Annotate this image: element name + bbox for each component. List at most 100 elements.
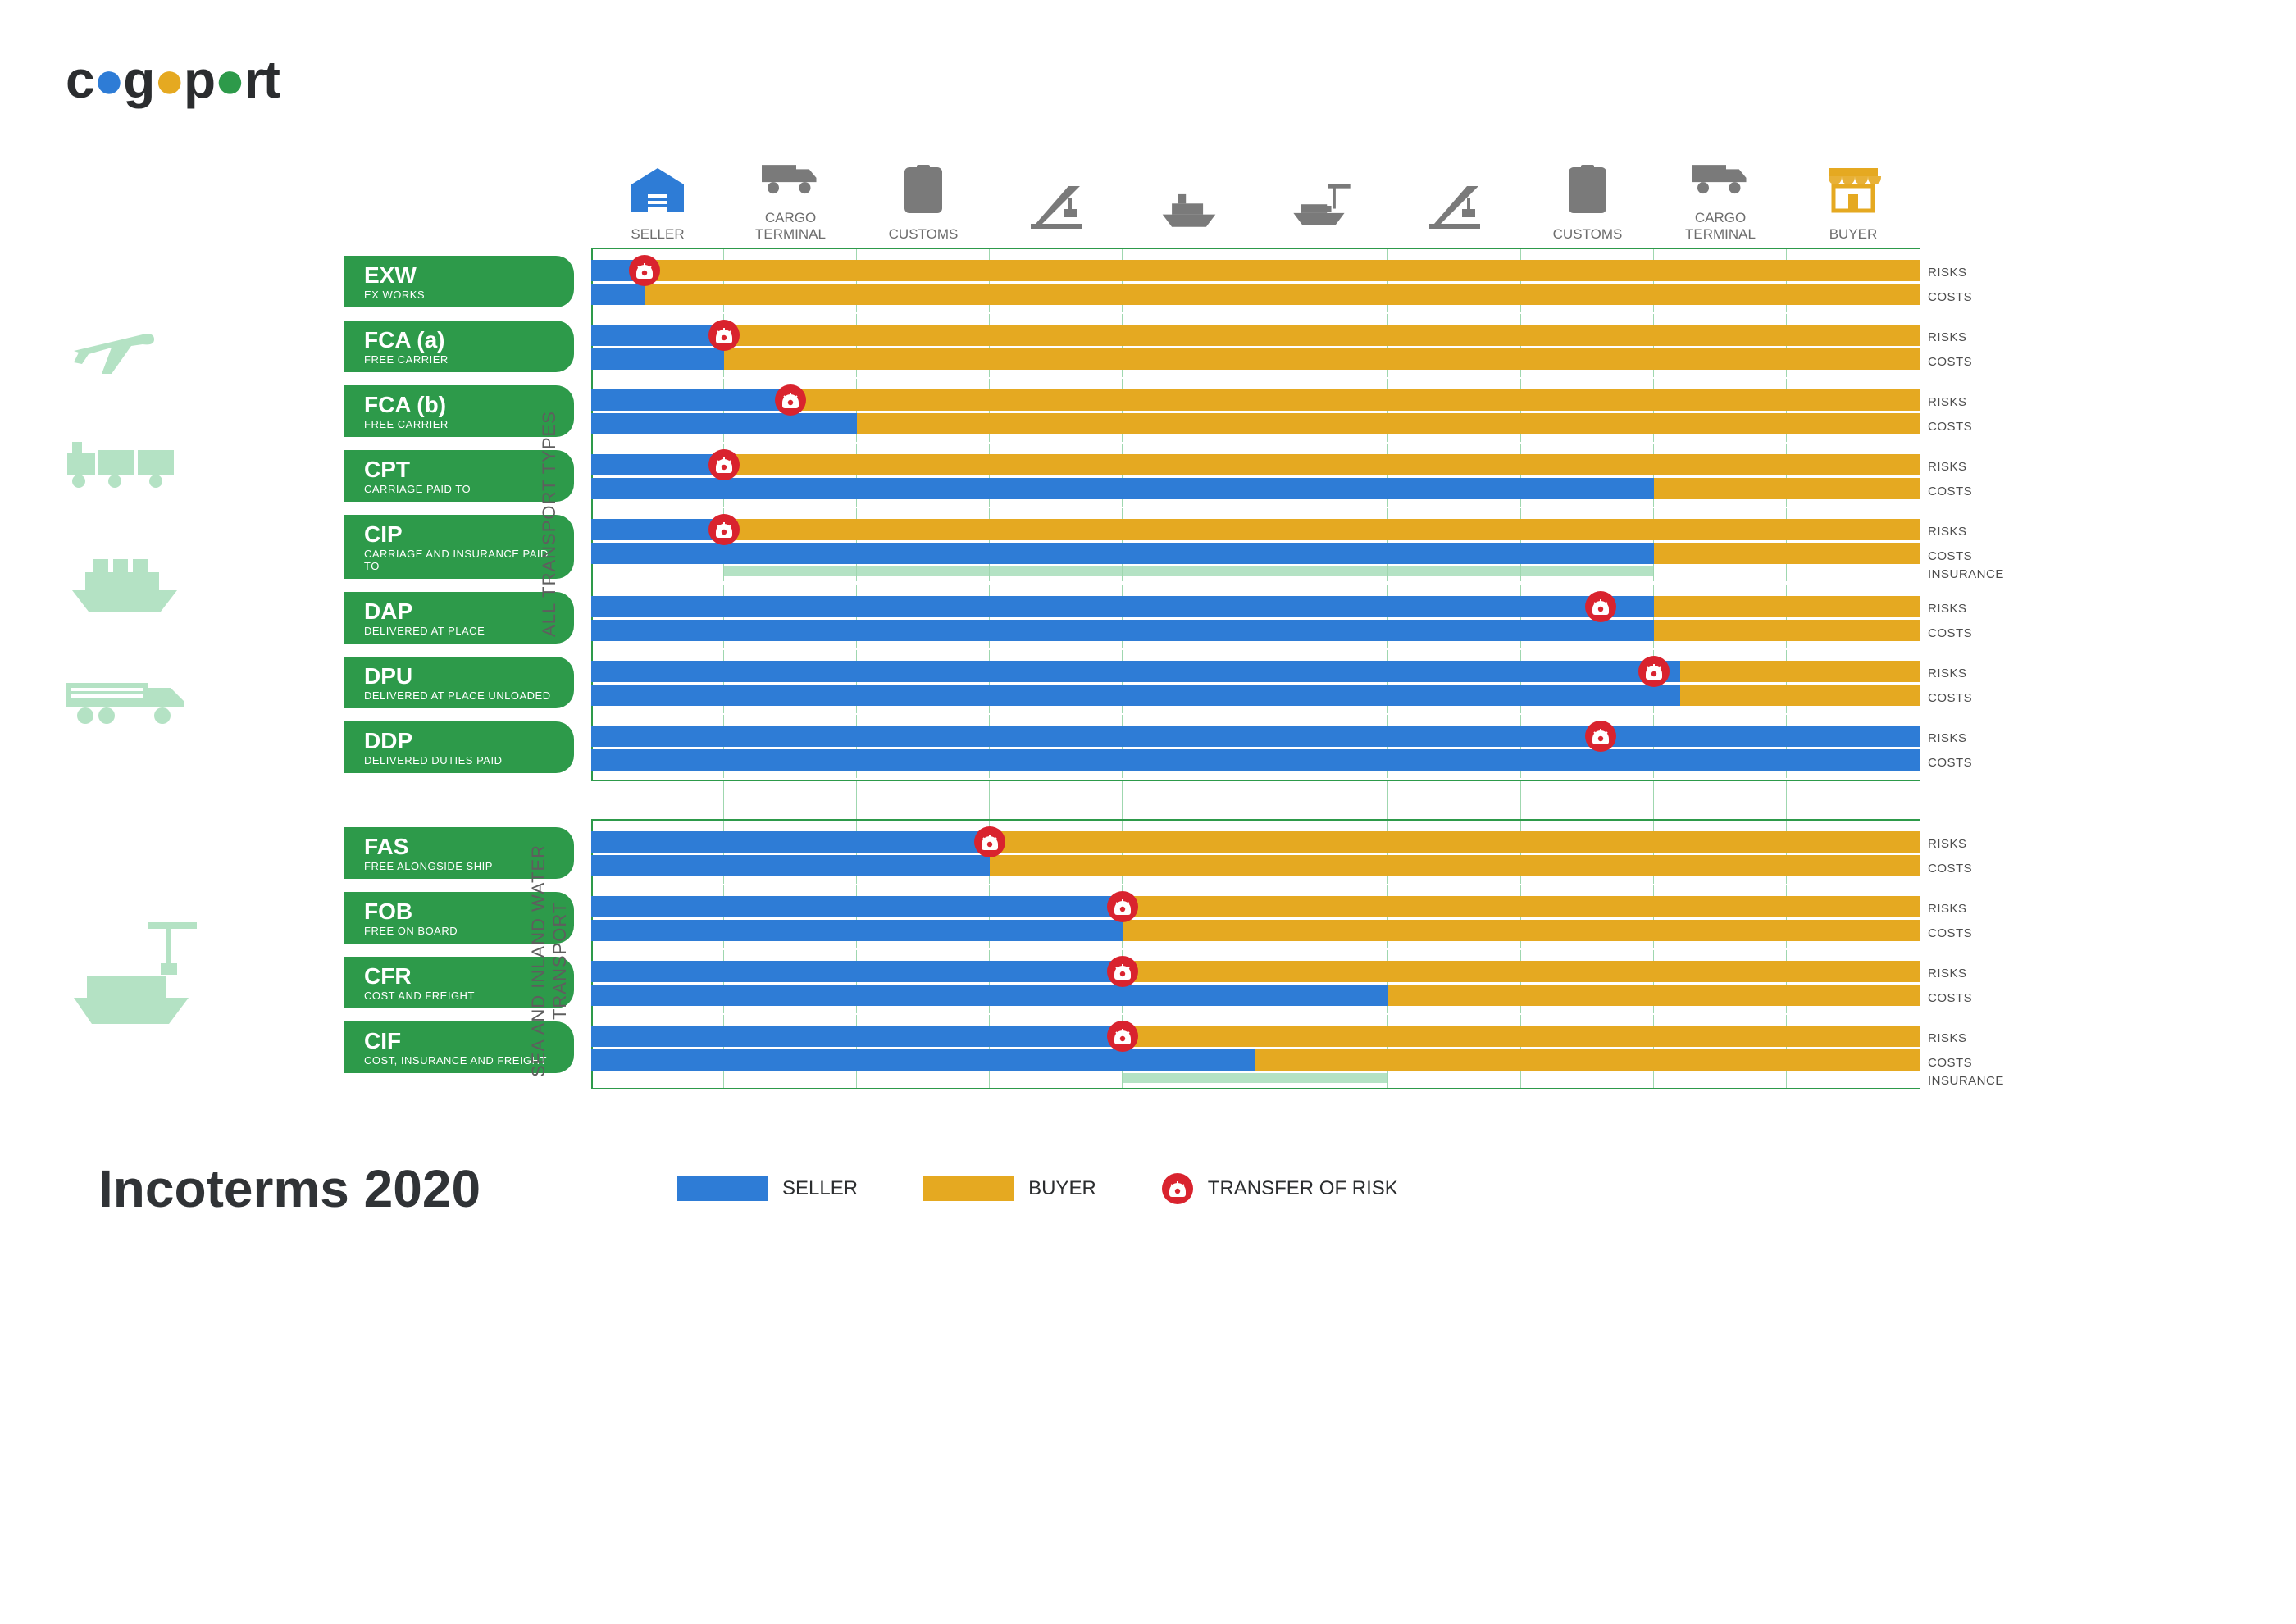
row-labels: RISKS COSTS xyxy=(1920,444,2051,504)
risk-transfer-icon xyxy=(1585,721,1616,752)
bars-cell xyxy=(591,950,1920,1013)
stage-label: CUSTOMS xyxy=(1553,226,1623,243)
row-label-risks: RISKS xyxy=(1928,390,2051,415)
row-label-costs: COSTS xyxy=(1928,480,2051,504)
term-row-CFR: CFR COST AND FREIGHT RISKS COSTS xyxy=(66,950,2230,1015)
row-labels: RISKS COSTS xyxy=(1920,585,2051,646)
term-row-FCA (b): FCA (b) FREE CARRIER RISKS COSTS xyxy=(66,379,2230,444)
risks-bar xyxy=(591,325,1920,346)
costs-bar xyxy=(591,348,1920,370)
row-label-risks: RISKS xyxy=(1928,261,2051,285)
row-label-costs: COSTS xyxy=(1928,921,2051,946)
row-label-insurance: INSURANCE xyxy=(1928,1076,2051,1087)
stage-ship-depart xyxy=(1123,118,1255,248)
costs-bar xyxy=(591,413,1920,434)
row-label-costs: COSTS xyxy=(1928,857,2051,881)
row-labels: RISKS COSTS xyxy=(1920,379,2051,439)
ship-icon xyxy=(66,544,312,622)
customs-2-icon xyxy=(1568,165,1607,226)
cargo-terminal-1-icon xyxy=(762,157,819,210)
risks-bar xyxy=(591,726,1920,747)
term-row-DPU: DPU DELIVERED AT PLACE UNLOADED RISKS CO… xyxy=(66,650,2230,715)
term-row-DDP: DDP DELIVERED DUTIES PAID RISKS COSTS xyxy=(66,715,2230,780)
customs-1-icon xyxy=(904,165,943,226)
section-label: SEA AND INLAND WATER TRANSPORT xyxy=(525,821,574,1101)
stage-cargo-terminal-1: CARGOTERMINAL xyxy=(724,118,857,248)
row-label-risks: RISKS xyxy=(1928,897,2051,921)
row-labels: RISKS COSTS xyxy=(1920,885,2051,946)
legend-swatch xyxy=(923,1176,1014,1201)
risk-transfer-icon xyxy=(775,384,806,416)
seller-icon xyxy=(628,165,687,226)
train-icon xyxy=(66,434,312,495)
bars-cell xyxy=(591,314,1920,377)
bars-cell xyxy=(591,650,1920,713)
section-label: ALL TRANSPORT TYPES xyxy=(525,249,574,798)
legend-label: SELLER xyxy=(782,1177,858,1200)
bars-cell xyxy=(591,821,1920,884)
risk-transfer-icon xyxy=(1107,1021,1138,1052)
port-ship-icon xyxy=(66,919,312,1038)
bars-cell xyxy=(591,1015,1920,1088)
row-labels: RISKS COSTS INSURANCE xyxy=(1920,1015,2051,1087)
row-labels: RISKS COSTS xyxy=(1920,650,2051,711)
risk-transfer-icon xyxy=(1585,591,1616,622)
row-label-risks: RISKS xyxy=(1928,1026,2051,1051)
legend-label: BUYER xyxy=(1028,1177,1096,1200)
bars-cell xyxy=(591,715,1920,778)
bars-cell xyxy=(591,585,1920,648)
row-label-costs: COSTS xyxy=(1928,285,2051,310)
row-label-costs: COSTS xyxy=(1928,986,2051,1011)
term-row-CPT: CPT CARRIAGE PAID TO RISKS COSTS xyxy=(66,444,2230,508)
section-all-transport: ALL TRANSPORT TYPES EXW EX WORKS R xyxy=(66,249,2230,780)
stage-label: SELLER xyxy=(631,226,684,243)
row-label-costs: COSTS xyxy=(1928,350,2051,375)
cargo-terminal-2-icon xyxy=(1692,157,1749,210)
risk-transfer-icon xyxy=(708,449,740,480)
row-labels: RISKS COSTS xyxy=(1920,950,2051,1011)
risk-transfer-icon xyxy=(1162,1173,1193,1204)
row-label-insurance: INSURANCE xyxy=(1928,569,2051,580)
risk-transfer-icon xyxy=(1638,656,1670,687)
port-crane-1-icon xyxy=(1027,181,1085,243)
term-row-EXW: EXW EX WORKS RISKS COSTS xyxy=(66,249,2230,314)
row-labels: RISKS COSTS xyxy=(1920,314,2051,375)
plane-icon xyxy=(66,315,312,384)
risks-bar xyxy=(591,961,1920,982)
row-label-costs: COSTS xyxy=(1928,751,2051,776)
row-label-risks: RISKS xyxy=(1928,832,2051,857)
stage-label: CARGOTERMINAL xyxy=(1685,210,1756,243)
stage-customs-2: CUSTOMS xyxy=(1521,118,1654,248)
costs-bar xyxy=(591,685,1920,706)
risks-bar xyxy=(591,519,1920,540)
insurance-bar xyxy=(1123,1073,1388,1083)
stage-port-crane-2 xyxy=(1388,118,1521,248)
row-label-risks: RISKS xyxy=(1928,597,2051,621)
logo: c●g●p●rt xyxy=(66,49,2230,110)
stage-header: SELLER CARGOTERMINAL CUSTOMS CUSTOMS CAR… xyxy=(591,118,1920,249)
costs-bar xyxy=(591,478,1920,499)
side-icons xyxy=(66,249,312,733)
row-label-costs: COSTS xyxy=(1928,1051,2051,1076)
ship-depart-icon xyxy=(1158,186,1220,243)
insurance-bar xyxy=(724,566,1654,576)
risks-bar xyxy=(591,260,1920,281)
section-sea-transport: SEA AND INLAND WATER TRANSPORT FAS FREE … xyxy=(66,821,2230,1088)
legend-item: TRANSFER OF RISK xyxy=(1162,1173,1398,1204)
risk-transfer-icon xyxy=(629,255,660,286)
bars-cell xyxy=(591,508,1920,581)
bars-cell xyxy=(591,444,1920,507)
row-labels: RISKS COSTS xyxy=(1920,715,2051,776)
row-label-risks: RISKS xyxy=(1928,726,2051,751)
side-icons xyxy=(66,821,312,1038)
row-labels: RISKS COSTS INSURANCE xyxy=(1920,508,2051,580)
stage-buyer: BUYER xyxy=(1787,118,1920,248)
row-label-costs: COSTS xyxy=(1928,621,2051,646)
stage-port-crane-1 xyxy=(990,118,1123,248)
risks-bar xyxy=(591,831,1920,853)
risks-bar xyxy=(591,896,1920,917)
legend-swatch xyxy=(677,1176,768,1201)
stage-ship-arrive xyxy=(1255,118,1388,248)
bars-cell xyxy=(591,379,1920,442)
risk-transfer-icon xyxy=(708,514,740,545)
